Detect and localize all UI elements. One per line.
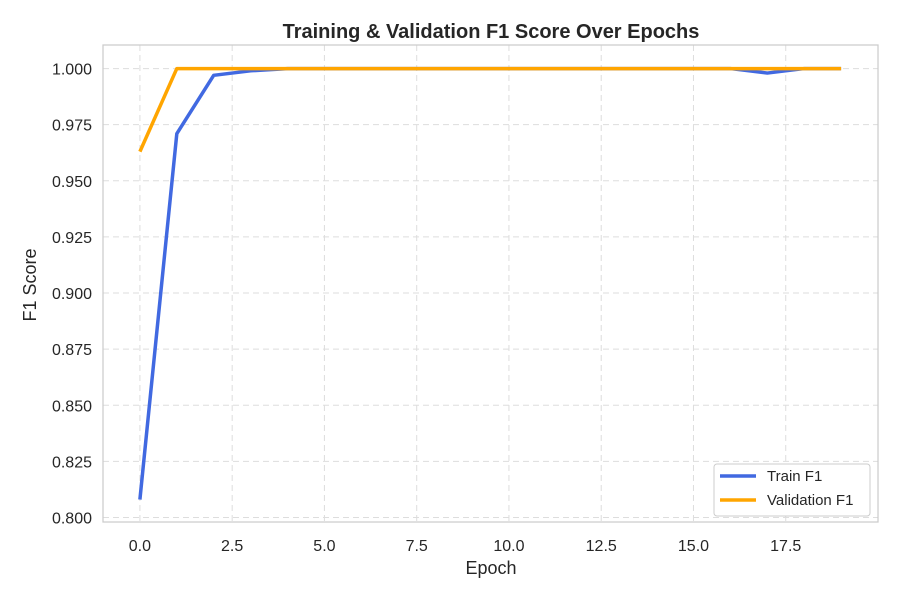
y-axis-ticks: 0.800 0.825 0.850 0.875 0.900 0.925 0.950 0.975…	[52, 62, 92, 528]
y-axis-label: F1 Score	[20, 248, 40, 321]
y-tick-label: 0.950	[52, 174, 92, 191]
x-tick-label: 7.5	[406, 538, 428, 555]
plot-frame	[102, 44, 879, 523]
y-tick-label: 0.900	[52, 286, 92, 303]
x-tick-label: 5.0	[313, 538, 335, 555]
legend-label-train: Train F1	[767, 468, 822, 485]
y-tick-label: 0.975	[52, 118, 92, 135]
x-tick-label: 0.0	[129, 538, 151, 555]
y-tick-label: 0.800	[52, 511, 92, 528]
x-tick-label: 10.0	[493, 538, 524, 555]
y-tick-label: 0.825	[52, 454, 92, 471]
x-tick-label: 12.5	[586, 538, 617, 555]
x-tick-label: 2.5	[221, 538, 243, 555]
legend: Train F1 Validation F1	[713, 463, 871, 517]
y-tick-label: 0.875	[52, 342, 92, 359]
x-tick-label: 17.5	[770, 538, 801, 555]
plot-area-border	[102, 44, 879, 523]
y-tick-label: 0.850	[52, 398, 92, 415]
x-axis-ticks: 0.0 2.5 5.0 7.5 10.0 12.5 15.0 17.5	[129, 538, 802, 555]
legend-label-validation: Validation F1	[767, 492, 853, 509]
y-tick-label: 1.000	[52, 62, 92, 79]
chart-title: Training & Validation F1 Score Over Epoc…	[283, 21, 700, 43]
validation-f1-line	[138, 66, 842, 153]
x-tick-label: 15.0	[678, 538, 709, 555]
y-tick-label: 0.925	[52, 230, 92, 247]
x-axis-label: Epoch	[465, 558, 516, 578]
series-lines	[138, 66, 842, 500]
